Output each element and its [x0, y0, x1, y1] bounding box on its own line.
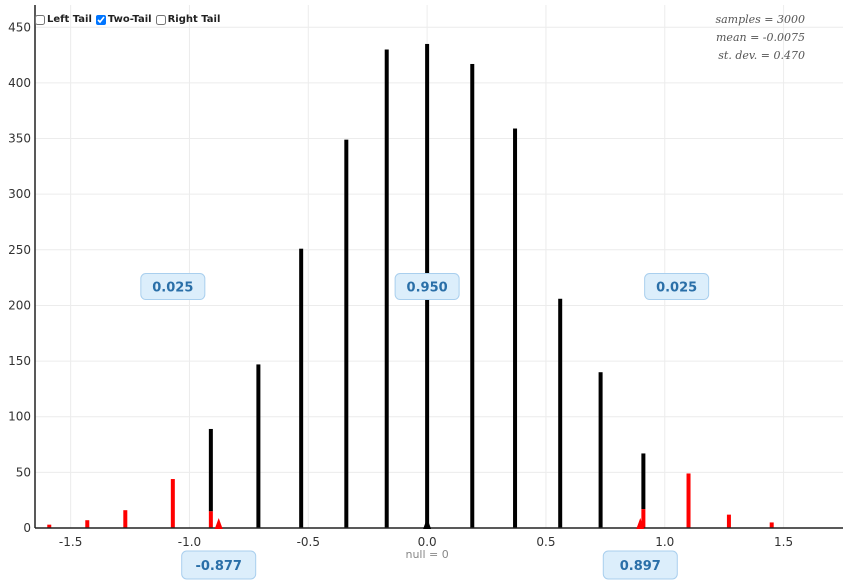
grid: [35, 5, 843, 529]
y-tick-label: 150: [8, 354, 31, 368]
right-tail-checkbox[interactable]: [155, 14, 166, 25]
critical-value-marker[interactable]: [214, 518, 223, 529]
proportion-label: 0.950: [394, 273, 460, 301]
tail-bar: [641, 509, 646, 528]
null-marker[interactable]: [423, 518, 432, 529]
y-tick-label: 350: [8, 132, 31, 146]
left-tail-option[interactable]: Left Tail: [35, 14, 92, 25]
svg-text:-0.877: -0.877: [195, 559, 242, 574]
histogram-bar: [299, 248, 304, 528]
sd-stat: st. dev. = 0.470: [718, 49, 805, 62]
histogram-bar: [641, 453, 646, 510]
left-tail-checkbox[interactable]: [35, 14, 45, 25]
histogram-bar: [344, 139, 349, 528]
y-tick-label: 50: [16, 465, 31, 479]
mean-stat: mean = -0.0075: [716, 31, 805, 44]
right-tail-option[interactable]: Right Tail: [155, 14, 221, 25]
null-label: null = 0: [405, 548, 448, 561]
two-tail-option[interactable]: Two-Tail: [95, 14, 152, 25]
left-tail-label: Left Tail: [47, 14, 92, 25]
y-tick-label: 250: [8, 243, 31, 257]
y-tick-label: 0: [23, 521, 31, 535]
histogram-bar: [598, 372, 603, 528]
critical-value-label: 0.897: [602, 550, 678, 580]
x-tick-label: -0.5: [297, 535, 320, 549]
proportion-labels: 0.025 0.950 0.025: [140, 273, 710, 301]
markers[interactable]: [214, 518, 645, 529]
tail-bar: [208, 511, 213, 528]
tail-controls: Left Tail Two-Tail Right Tail: [35, 14, 220, 25]
critical-value-marker[interactable]: [636, 518, 645, 529]
y-tick-label: 200: [8, 298, 31, 312]
tail-bar: [123, 510, 128, 528]
x-tick-labels: -1.5 -1.0 -0.5 0.0 0.5 1.0 1.5: [59, 535, 793, 549]
tail-bar: [726, 514, 731, 528]
y-tick-label: 450: [8, 20, 31, 34]
critical-value-label: -0.877: [181, 550, 257, 580]
x-tick-label: 0.0: [418, 535, 437, 549]
x-tick-label: 1.5: [774, 535, 793, 549]
svg-text:0.897: 0.897: [620, 559, 661, 574]
x-tick-label: -1.0: [178, 535, 201, 549]
stats-box: samples = 3000 mean = -0.0075 st. dev. =…: [715, 13, 805, 62]
histogram-bar: [208, 428, 213, 512]
two-tail-checkbox[interactable]: [95, 14, 106, 25]
x-tick-label: 1.0: [655, 535, 674, 549]
histogram-bar: [256, 364, 261, 528]
right-tail-label: Right Tail: [167, 14, 221, 25]
svg-text:0.025: 0.025: [656, 281, 697, 296]
critical-value-labels: -0.877 0.897: [181, 550, 678, 580]
proportion-label: 0.025: [644, 273, 710, 301]
x-tick-label: -1.5: [59, 535, 82, 549]
tail-bar: [47, 524, 52, 528]
y-tick-label: 400: [8, 76, 31, 90]
tail-bar: [85, 520, 90, 528]
histogram-bar: [513, 128, 518, 528]
histogram-bar: [384, 49, 389, 528]
proportion-label: 0.025: [140, 273, 206, 301]
y-tick-label: 100: [8, 410, 31, 424]
svg-text:0.950: 0.950: [407, 281, 448, 296]
histogram-bar: [470, 63, 475, 529]
tail-bar: [170, 479, 175, 528]
tail-bar: [686, 473, 691, 528]
svg-text:0.025: 0.025: [152, 281, 193, 296]
histogram-bar: [558, 298, 563, 528]
y-tick-label: 300: [8, 187, 31, 201]
two-tail-label: Two-Tail: [107, 14, 152, 25]
x-tick-label: 0.5: [536, 535, 555, 549]
y-tick-labels: 0 50 100 150 200 250 300 350 400 450: [8, 20, 31, 535]
tail-bar: [769, 522, 774, 528]
samples-stat: samples = 3000: [715, 13, 805, 26]
